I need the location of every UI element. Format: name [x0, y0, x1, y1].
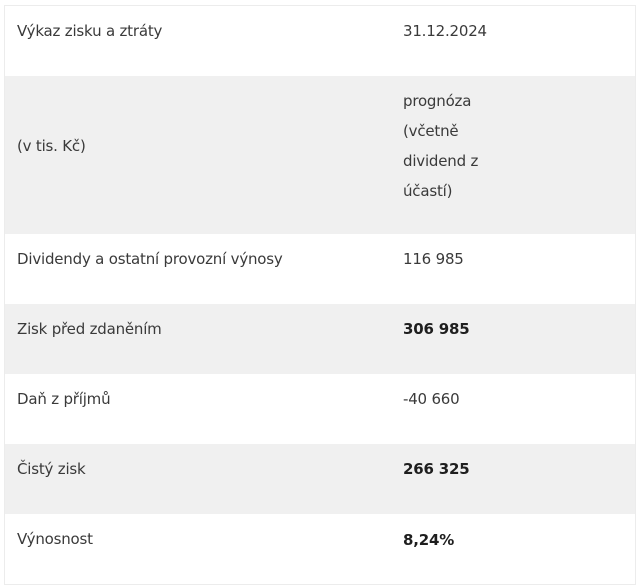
row-value: 31.12.2024 [403, 22, 487, 40]
row-label: Dividendy a ostatní provozní výnosy [17, 250, 283, 268]
table-row: Dividendy a ostatní provozní výnosy 116 … [5, 234, 635, 304]
table-row-header: Výkaz zisku a ztráty 31.12.2024 [5, 6, 635, 76]
row-label: Výnosnost [17, 530, 93, 548]
table-row-units: (v tis. Kč) prognóza (včetně dividend z … [5, 76, 635, 234]
table-row: Čistý zisk 266 325 [5, 444, 635, 514]
table-row: Daň z příjmů -40 660 [5, 374, 635, 444]
row-label: Čistý zisk [17, 460, 86, 478]
row-value: 116 985 [403, 250, 464, 268]
row-value: 306 985 [403, 320, 470, 338]
row-value: 266 325 [403, 460, 470, 478]
row-value: 8,24% [403, 531, 455, 549]
row-value: prognóza (včetně dividend z účastí) [403, 92, 479, 200]
row-label: Daň z příjmů [17, 390, 111, 408]
row-label: (v tis. Kč) [17, 137, 86, 155]
profit-loss-table: Výkaz zisku a ztráty 31.12.2024 (v tis. … [5, 6, 635, 584]
profit-loss-table-container: Výkaz zisku a ztráty 31.12.2024 (v tis. … [4, 5, 636, 585]
row-label: Zisk před zdaněním [17, 320, 162, 338]
row-label: Výkaz zisku a ztráty [17, 22, 163, 40]
row-value: -40 660 [403, 390, 460, 408]
table-row: Výnosnost 8,24% [5, 514, 635, 584]
table-row: Zisk před zdaněním 306 985 [5, 304, 635, 374]
